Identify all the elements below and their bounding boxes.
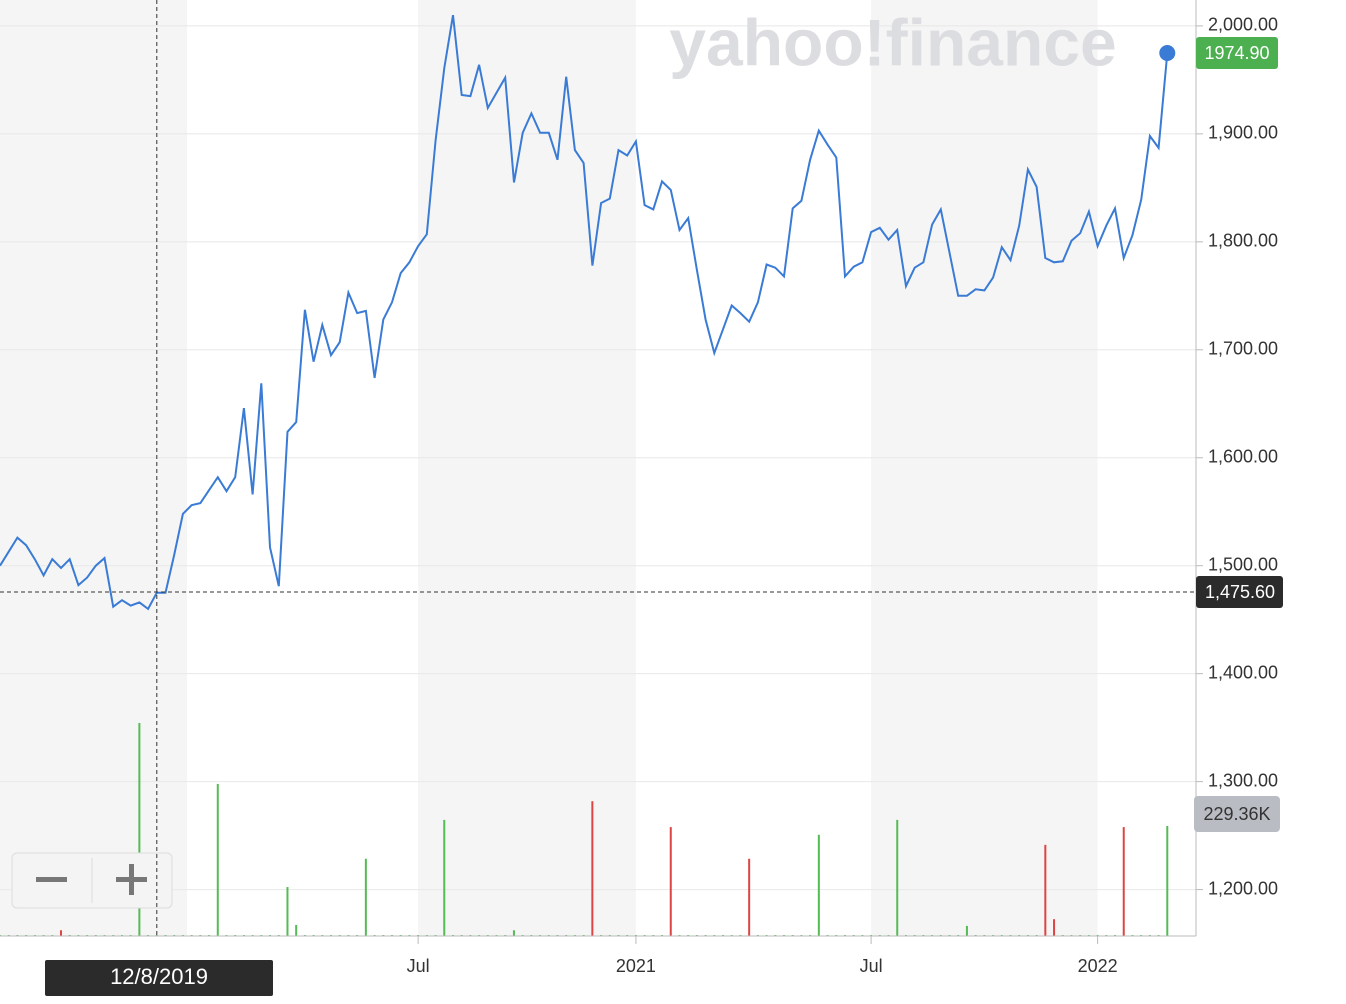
last-price-box — [1196, 37, 1278, 70]
y-tick-label: 1,400.00 — [1208, 662, 1278, 682]
y-tick-label: 2,000.00 — [1208, 15, 1278, 35]
zoom-out[interactable] — [36, 877, 67, 882]
watermark: yahoo!finance — [669, 5, 1116, 79]
overlay: 1974.90 229.36K 12/8/2019 1,475.60 — [0, 0, 1283, 996]
y-tick-label: 1,900.00 — [1208, 123, 1278, 143]
band — [418, 0, 636, 936]
zoom-in[interactable] — [129, 864, 134, 895]
volume-bar — [443, 819, 446, 936]
last-point — [1159, 45, 1176, 62]
x-tick-label: 2021 — [616, 956, 656, 976]
y-tick-label: 1,300.00 — [1208, 770, 1278, 790]
y-tick-label: 1,700.00 — [1208, 339, 1278, 359]
volume-bar — [1044, 844, 1047, 936]
volume-bar — [295, 924, 298, 936]
x-tick-label: Jul — [407, 956, 430, 976]
grid: Jul 2021 Jul 2022 1,200.00 1,300.00 1,400.00 1,… — [0, 15, 1278, 976]
y-tick-label: 1,200.00 — [1208, 878, 1278, 898]
volume-label: 229.36K — [1203, 804, 1270, 824]
volume-bar — [669, 827, 672, 936]
volume-bar — [138, 723, 141, 936]
volume-bar — [1166, 825, 1169, 936]
y-tick-label: 1,800.00 — [1208, 231, 1278, 251]
last-price-label: 1974.90 — [1204, 43, 1269, 63]
volume-bar — [965, 925, 968, 936]
volume-bar — [59, 930, 62, 936]
volume-bar — [817, 834, 820, 936]
y-tick-label: 1,600.00 — [1208, 446, 1278, 466]
volume-bar — [1053, 919, 1056, 936]
crosshair-date-box — [45, 960, 273, 996]
y-tick-label: 1,500.00 — [1208, 554, 1278, 574]
crosshair-value-box — [1196, 576, 1283, 609]
volume-bar — [1122, 827, 1125, 936]
zoom-controls[interactable] — [11, 852, 173, 909]
x-tick-label: Jul — [860, 956, 883, 976]
volume-bar — [896, 819, 899, 936]
volume-bar — [591, 801, 594, 936]
band — [0, 0, 187, 936]
volume-bar — [364, 858, 367, 936]
volume-bar — [748, 858, 751, 936]
volume-bar — [286, 887, 289, 936]
crosshair-date: 12/8/2019 — [110, 964, 208, 989]
volume-label-box — [1194, 796, 1280, 832]
crosshair-value: 1,475.60 — [1205, 582, 1275, 602]
plot — [0, 14, 1176, 611]
x-tick-label: 2022 — [1078, 956, 1118, 976]
band — [871, 0, 1098, 936]
volume-bar — [216, 783, 219, 936]
volume-bar — [512, 930, 515, 936]
price-line — [0, 14, 1169, 611]
bands — [418, 0, 1098, 936]
